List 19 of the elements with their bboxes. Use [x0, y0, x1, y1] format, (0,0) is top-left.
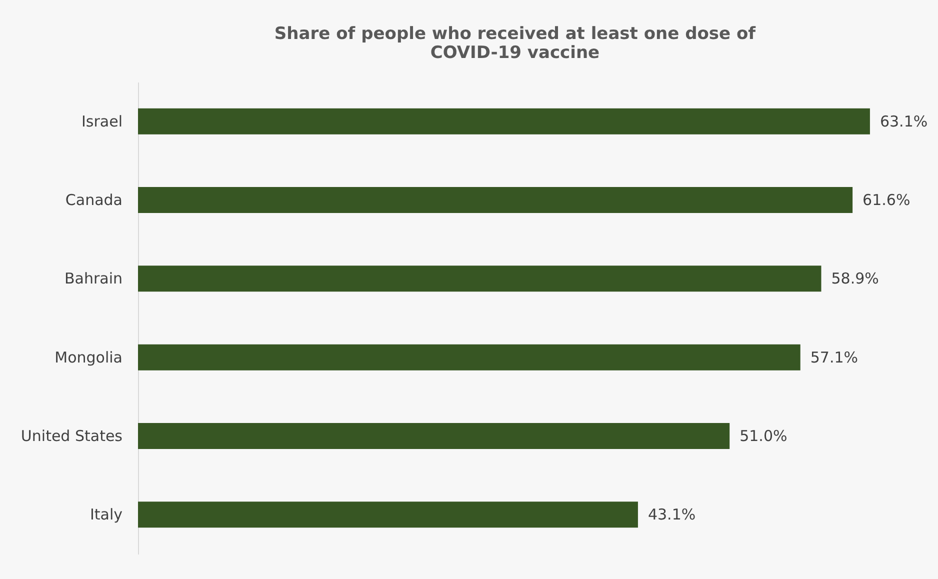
data-label: 57.1% — [810, 348, 858, 366]
bar — [138, 187, 853, 213]
bar — [138, 108, 870, 134]
data-label: 61.6% — [862, 191, 910, 209]
y-tick-label: Israel — [82, 112, 122, 130]
y-tick-label: Bahrain — [64, 270, 122, 288]
bar — [138, 502, 638, 528]
bar — [138, 344, 800, 370]
data-label: 51.0% — [740, 427, 788, 445]
y-tick-label: Mongolia — [54, 348, 122, 366]
y-tick-label: United States — [20, 427, 123, 445]
y-tick-label: Italy — [90, 506, 123, 524]
bar — [138, 423, 730, 449]
data-label: 63.1% — [880, 112, 928, 130]
chart-title: Share of people who received at least one dose of COVID-19 vaccine — [274, 24, 756, 63]
data-label: 58.9% — [831, 270, 879, 288]
bar — [138, 266, 822, 292]
data-label: 43.1% — [648, 506, 696, 524]
y-tick-label: Canada — [65, 191, 122, 209]
